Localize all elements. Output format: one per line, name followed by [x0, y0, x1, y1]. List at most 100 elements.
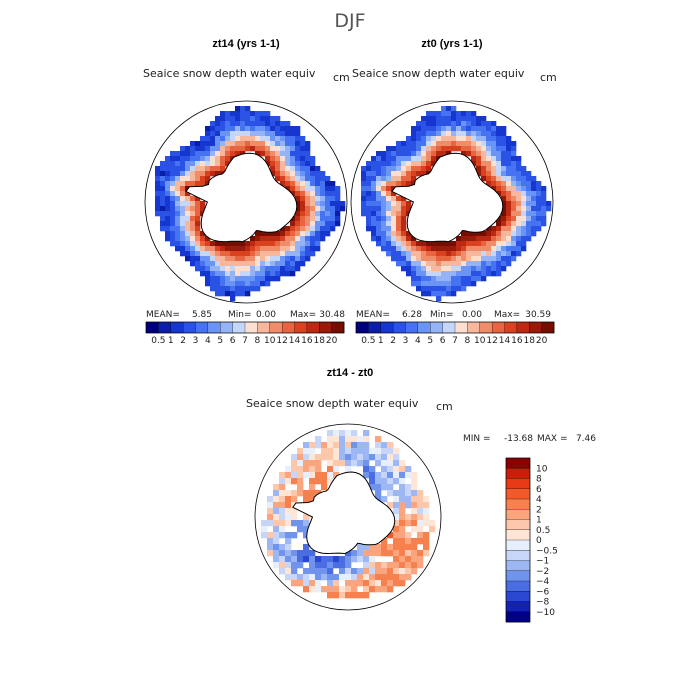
grid-cell [421, 126, 427, 132]
map-boundary [144, 100, 348, 304]
grid-cell [393, 478, 400, 485]
stat-max-value: 30.59 [525, 310, 551, 320]
grid-cell [386, 146, 392, 152]
grid-cell [280, 161, 286, 167]
grid-cell [339, 568, 346, 575]
grid-cell [330, 211, 336, 217]
grid-cell [345, 592, 352, 599]
grid-cell [180, 161, 186, 167]
grid-cell [516, 196, 522, 202]
colorbar-tick-label: 1 [168, 336, 174, 346]
stat-min-label: Min= [228, 310, 252, 320]
grid-cell [290, 221, 296, 227]
grid-cell [335, 206, 341, 212]
grid-cell [506, 141, 512, 147]
grid-cell [431, 266, 437, 272]
grid-cell [466, 146, 472, 152]
grid-cell [491, 151, 497, 157]
grid-cell [401, 146, 407, 152]
grid-cell [305, 236, 311, 242]
grid-cell [335, 201, 341, 207]
grid-cell [303, 580, 310, 587]
grid-cell [327, 430, 334, 437]
grid-cell [486, 136, 492, 142]
grid-cell [381, 166, 387, 172]
grid-cell [235, 131, 241, 137]
grid-cell [295, 136, 301, 142]
grid-cell [396, 256, 402, 262]
grid-cell [315, 236, 321, 242]
grid-cell [215, 116, 221, 122]
grid-cell [357, 550, 364, 557]
grid-cell [411, 246, 417, 252]
grid-cell [351, 460, 358, 467]
grid-cell [309, 466, 316, 473]
grid-cell [363, 460, 370, 467]
stat-min-label: MIN = [463, 434, 491, 444]
grid-cell [446, 281, 452, 287]
grid-cell [371, 216, 377, 222]
grid-cell [225, 281, 231, 287]
grid-cell [436, 246, 442, 252]
grid-cell [309, 562, 316, 569]
grid-cell [357, 544, 364, 551]
grid-cell [386, 246, 392, 252]
grid-cell [245, 241, 251, 247]
grid-cell [501, 251, 507, 257]
grid-cell [511, 181, 517, 187]
grid-cell [185, 231, 191, 237]
grid-cell [376, 201, 382, 207]
grid-cell [491, 171, 497, 177]
grid-cell [265, 116, 271, 122]
grid-cell [285, 171, 291, 177]
grid-cell [303, 460, 310, 467]
grid-cell [330, 221, 336, 227]
grid-cell [376, 221, 382, 227]
grid-cell [175, 196, 181, 202]
grid-cell [441, 251, 447, 257]
grid-cell [170, 176, 176, 182]
grid-cell [399, 532, 406, 539]
grid-cell [285, 502, 292, 509]
grid-cell [275, 231, 281, 237]
grid-cell [396, 141, 402, 147]
grid-cell [295, 191, 301, 197]
grid-cell [381, 216, 387, 222]
grid-cell [429, 520, 436, 527]
grid-cell [235, 116, 241, 122]
grid-cell [357, 592, 364, 599]
grid-cell [541, 211, 547, 217]
grid-cell [371, 191, 377, 197]
grid-cell [386, 196, 392, 202]
grid-cell [205, 126, 211, 132]
grid-cell [376, 196, 382, 202]
grid-cell [225, 271, 231, 277]
grid-cell [250, 136, 256, 142]
grid-cell [506, 206, 512, 212]
grid-cell [406, 266, 412, 272]
grid-cell [315, 226, 321, 232]
grid-cell [305, 141, 311, 147]
grid-cell [456, 261, 462, 267]
stat-min-value: 0.00 [462, 310, 482, 320]
grid-cell [456, 241, 462, 247]
grid-cell [426, 241, 432, 247]
grid-cell [423, 502, 430, 509]
grid-cell [369, 568, 376, 575]
grid-cell [436, 136, 442, 142]
grid-cell [200, 171, 206, 177]
grid-cell [220, 261, 226, 267]
grid-cell [345, 466, 352, 473]
grid-cell [215, 166, 221, 172]
grid-cell [230, 126, 236, 132]
colorbar-swatch [220, 321, 233, 334]
grid-cell [330, 216, 336, 222]
grid-cell [369, 478, 376, 485]
grid-cell [235, 281, 241, 287]
grid-cell [339, 586, 346, 593]
grid-cell [375, 496, 382, 503]
grid-cell [486, 236, 492, 242]
grid-cell [381, 201, 387, 207]
grid-cell [279, 490, 286, 497]
colorbar-swatch [319, 321, 332, 334]
